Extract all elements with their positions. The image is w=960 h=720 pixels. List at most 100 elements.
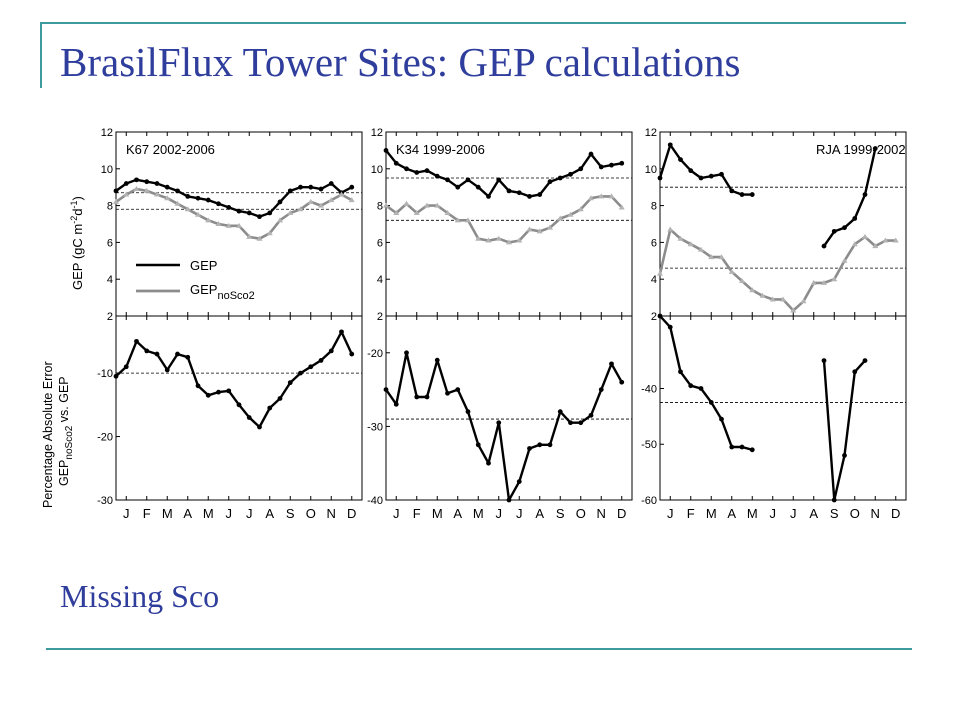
y-tick-label: 4 (107, 274, 113, 286)
gep-point (598, 164, 604, 170)
gep-point (527, 446, 532, 451)
gep-nosco2-point (277, 217, 283, 223)
gep-nosco2-point (465, 217, 471, 223)
gep-point (277, 199, 283, 205)
gep-nosco2-point (195, 211, 201, 217)
gep-point (383, 148, 389, 153)
gep-point (465, 409, 471, 415)
gep-point (298, 370, 303, 376)
y-tick-label: -20 (367, 348, 383, 360)
month-label: J (123, 506, 130, 521)
gep-point (175, 188, 180, 194)
month-label: O (306, 506, 316, 521)
gep-point (424, 394, 430, 400)
gep-series-line (385, 351, 623, 502)
gep-point (393, 401, 399, 407)
gep-nosco2-point (506, 239, 512, 245)
gep-point (729, 188, 735, 194)
gep-point (568, 420, 573, 426)
gep-point (164, 367, 170, 373)
gep-nosco2-point (810, 279, 817, 285)
month-label: N (597, 506, 606, 521)
gep-point (298, 184, 303, 190)
gep-nosco2-point (780, 296, 786, 302)
month-label: J (246, 506, 253, 521)
gep-nosco2-point (536, 228, 543, 234)
month-label: M (162, 506, 173, 521)
slide-title: BrasilFlux Tower Sites: GEP calculations (60, 39, 741, 85)
gep-nosco2-point (143, 187, 150, 193)
gep-point (308, 184, 314, 190)
gep-point (588, 412, 594, 418)
month-label: A (535, 506, 544, 521)
gep-nosco2-point (882, 237, 889, 243)
y-axis-label-part: ) (70, 196, 85, 200)
gep-nosco2-point (739, 278, 745, 284)
gep-nosco2-point (434, 202, 441, 208)
gep-nosco2-point (424, 202, 430, 208)
month-label: O (850, 506, 860, 521)
gep-point (872, 146, 878, 151)
gep-nosco2-point (831, 276, 838, 282)
gep-point (506, 497, 512, 503)
month-label: J (790, 506, 797, 521)
gep-nosco2-point (588, 195, 594, 201)
gep-point (236, 208, 242, 214)
gep-point (164, 184, 170, 190)
gep-series-line (659, 315, 866, 502)
y-tick-label: 12 (101, 127, 113, 139)
gep-point (424, 168, 430, 174)
gep-point (557, 409, 563, 415)
gep-nosco2-point (862, 233, 868, 239)
gep-point (455, 184, 461, 190)
month-label: J (496, 506, 503, 521)
gep-point (465, 177, 471, 183)
gep-point (527, 194, 532, 199)
gep-point (349, 184, 355, 190)
month-label: F (413, 506, 421, 521)
gep-nosco2-point (687, 241, 694, 247)
panel-frame (659, 315, 907, 501)
month-label: O (576, 506, 586, 521)
gep-point (154, 351, 160, 357)
gep-nosco2-point (769, 296, 776, 302)
gep-point (328, 348, 334, 354)
gep-point (414, 394, 420, 400)
gep-nosco2-point (547, 224, 553, 230)
y-tick-label: -60 (641, 495, 657, 507)
y-tick-label: 10 (645, 164, 657, 176)
gep-point (719, 416, 724, 422)
gep-point (657, 313, 663, 319)
gep-point (516, 479, 522, 484)
gep-point (486, 194, 491, 199)
gep-nosco2-point (174, 200, 181, 206)
gep-point (404, 350, 409, 356)
month-label: D (617, 506, 626, 521)
month-label: D (347, 506, 356, 521)
y-tick-label: 4 (651, 274, 657, 286)
gep-point (257, 214, 262, 220)
gep-point (318, 358, 324, 363)
gep-nosco2-point (598, 193, 605, 199)
gep-nosco2-point (164, 195, 171, 201)
gep-nosco2-point (495, 235, 502, 241)
gep-nosco2-point (444, 209, 451, 215)
gep-point (236, 402, 242, 408)
gep-series-line (658, 143, 877, 247)
gep-nosco2-series-line (658, 228, 896, 312)
gep-nosco2-point (133, 186, 140, 192)
gep-point (144, 348, 150, 354)
legend-gep-label: GEP (190, 258, 217, 273)
left-accent-rule (40, 22, 42, 88)
gep-nosco2-point (608, 193, 615, 199)
month-label: M (706, 506, 717, 521)
gep-point (475, 184, 481, 190)
gep-nosco2-point (872, 243, 879, 249)
y-tick-label: 8 (651, 201, 657, 213)
y-tick-label: -40 (641, 383, 657, 395)
y-tick-label: -50 (641, 439, 657, 451)
y-axis-label-gep: GEP (gC m-2d-1) (69, 196, 85, 290)
gep-point (657, 175, 663, 181)
gep-nosco2-point (123, 191, 130, 197)
gep-point (729, 444, 735, 450)
